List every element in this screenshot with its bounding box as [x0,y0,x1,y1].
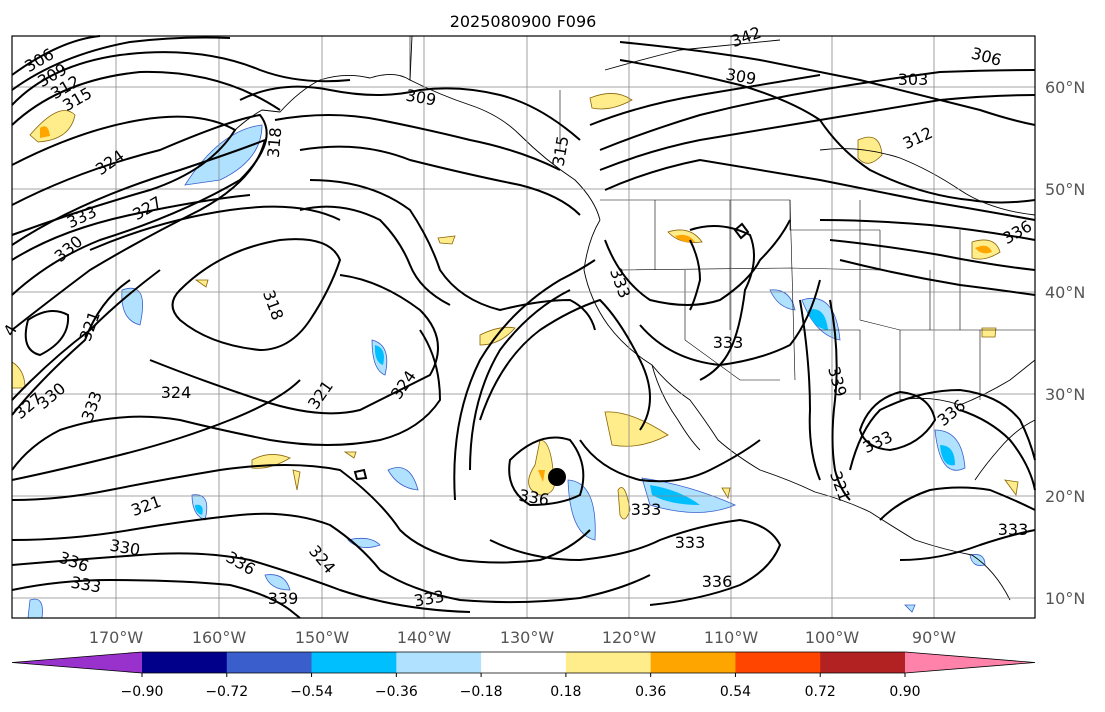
map-title: 2025080900 F096 [450,12,597,31]
colorbar-tick-label: 0.54 [720,684,751,700]
colorbar-segment [396,652,482,673]
contour-label: 336 [702,572,733,591]
colorbar-tick-label: 0.36 [635,684,666,700]
contour-label: 333 [675,533,706,552]
map-panel [12,36,1035,618]
colorbar-segment [226,652,313,673]
state-borders [409,36,1035,400]
contour-label: 318 [264,126,286,158]
lat-label: 30°N [1045,385,1085,404]
map-border [11,35,1036,619]
positive-anomaly-core [40,126,992,482]
lon-label: 170°W [89,628,144,647]
longitude-labels: 170°W 160°W 150°W 140°W 130°W 120°W 110°… [89,628,956,647]
lon-label: 140°W [397,628,452,647]
lat-label: 10°N [1045,589,1085,608]
colorbar-tick-label: −0.72 [205,684,248,700]
lon-label: 130°W [500,628,555,647]
colorbar-tick-label: 0.18 [550,684,581,700]
lon-label: 160°W [192,628,247,647]
colorbar-extend-max [905,652,1035,673]
colorbar-tick-label: −0.54 [290,684,333,700]
colorbar-tick-label: 0.72 [805,684,836,700]
latitude-labels: 60°N 50°N 40°N 30°N 20°N 10°N [1045,78,1085,608]
contour-label: 333 [713,333,744,352]
lat-label: 50°N [1045,180,1085,199]
colorbar-segment [481,652,567,673]
contour-label: 324 [161,383,192,402]
colorbar-segment [735,652,821,673]
colorbar-tick-label: −0.18 [460,684,503,700]
lat-label: 40°N [1045,283,1085,302]
lat-label: 20°N [1045,487,1085,506]
colorbar-segment [650,652,736,673]
negative-anomaly-core [195,309,955,515]
colorbar-extend-min [12,652,142,673]
contour-label: 333 [631,500,662,519]
contour-label: 303 [898,70,929,89]
contour-label: 339 [268,589,299,608]
lon-label: 100°W [805,628,860,647]
storm-center-marker [548,468,566,486]
lon-label: 120°W [602,628,657,647]
colorbar-segment [820,652,906,673]
lon-label: 150°W [295,628,350,647]
colorbar-segment [142,652,228,673]
lat-label: 60°N [1045,78,1085,97]
lon-label: 90°W [912,628,956,647]
colorbar: −0.90 −0.72 −0.54 −0.36 −0.18 0.18 0.36 0.54 0.7… [11,651,1036,700]
colorbar-tick-label: −0.90 [121,684,164,700]
contour-label: 333 [998,520,1029,539]
colorbar-segment [565,652,652,673]
theta-e-contours [11,35,1036,619]
colorbar-segment [311,652,397,673]
colorbar-tick-label: 0.90 [889,684,920,700]
lon-label: 110°W [704,628,759,647]
colorbar-tick-label: −0.36 [375,684,418,700]
